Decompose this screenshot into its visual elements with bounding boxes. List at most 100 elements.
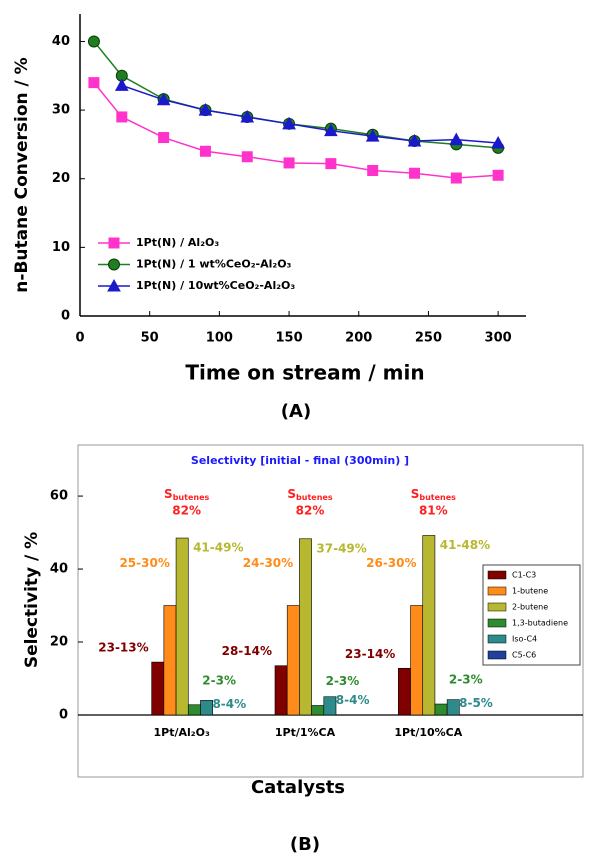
range-label: 23-13% bbox=[98, 641, 148, 655]
data-point bbox=[491, 135, 505, 149]
data-point bbox=[88, 77, 100, 89]
data-point bbox=[365, 129, 380, 142]
range-label: 8-5% bbox=[459, 696, 493, 710]
data-point bbox=[492, 169, 504, 181]
data-point bbox=[87, 35, 100, 48]
legend-label: Iso-C4 bbox=[512, 635, 537, 644]
x-tick-label: 1Pt/10%CA bbox=[394, 726, 462, 739]
annotation-subscript: butenes bbox=[173, 493, 210, 502]
legend-label: 1Pt(N) / Al₂O₃ bbox=[136, 236, 219, 249]
annotation-value: 82% bbox=[172, 504, 201, 518]
data-point bbox=[241, 151, 253, 163]
y-tick-label: 40 bbox=[52, 34, 70, 49]
data-point bbox=[283, 157, 295, 169]
annotation-symbol: S bbox=[411, 487, 420, 501]
legend-label: 1Pt(N) / 1 wt%CeO₂-Al₂O₃ bbox=[136, 258, 292, 271]
data-point bbox=[198, 103, 213, 116]
legend-marker bbox=[108, 237, 120, 249]
x-tick-label: 150 bbox=[275, 331, 302, 346]
legend-marker bbox=[107, 278, 121, 292]
bar bbox=[175, 537, 189, 716]
data-point bbox=[199, 145, 211, 157]
data-point bbox=[407, 133, 422, 147]
x-tick-label: 0 bbox=[75, 331, 84, 346]
y-tick-label: 40 bbox=[50, 562, 68, 577]
chart-title: Selectivity [initial - final (300min) ] bbox=[191, 454, 409, 467]
range-label: 41-49% bbox=[193, 541, 243, 555]
bar bbox=[311, 705, 325, 716]
range-label: 41-48% bbox=[440, 538, 490, 552]
range-label: 2-3% bbox=[202, 673, 236, 687]
legend-swatch bbox=[487, 618, 507, 628]
data-point bbox=[324, 123, 338, 137]
y-tick-label: 0 bbox=[61, 309, 70, 324]
x-tick-label: 300 bbox=[485, 331, 512, 346]
bar bbox=[323, 696, 337, 716]
bar bbox=[410, 605, 424, 716]
legend-marker bbox=[108, 258, 120, 271]
y-tick-label: 0 bbox=[59, 707, 68, 722]
plot-frame bbox=[77, 444, 584, 778]
range-label: 2-3% bbox=[449, 673, 483, 687]
y-axis-label: n-Butane Conversion / % bbox=[12, 57, 32, 292]
data-point bbox=[156, 92, 171, 106]
legend-swatch bbox=[487, 650, 507, 660]
legend-label: 1,3-butadiene bbox=[512, 619, 568, 628]
x-tick-label: 1Pt/Al₂O₃ bbox=[154, 726, 210, 739]
bar bbox=[151, 661, 165, 716]
x-tick-label: 200 bbox=[345, 331, 372, 346]
x-tick-label: 50 bbox=[141, 331, 159, 346]
data-point bbox=[450, 172, 462, 184]
range-label: 28-14% bbox=[222, 644, 272, 658]
data-point bbox=[158, 132, 170, 144]
y-tick-label: 30 bbox=[52, 103, 70, 118]
x-axis-label: Time on stream / min bbox=[185, 361, 424, 385]
annotation: Sbutenes bbox=[164, 487, 209, 502]
data-point bbox=[449, 132, 464, 146]
data-point bbox=[116, 111, 128, 123]
annotation-subscript: butenes bbox=[296, 493, 333, 502]
legend-swatch bbox=[487, 602, 507, 612]
bar bbox=[163, 605, 177, 716]
range-label: 24-30% bbox=[243, 556, 293, 570]
x-tick-label: 100 bbox=[206, 331, 233, 346]
bar bbox=[200, 700, 213, 716]
bar bbox=[274, 665, 288, 716]
x-tick-label: 250 bbox=[415, 331, 442, 346]
annotation-subscript: butenes bbox=[419, 493, 456, 502]
annotation: Sbutenes bbox=[287, 487, 332, 502]
caption: (B) bbox=[290, 834, 320, 855]
series-line bbox=[93, 40, 499, 149]
bar bbox=[434, 703, 448, 716]
legend-box bbox=[482, 564, 581, 666]
legend-label: 1-butene bbox=[512, 587, 548, 596]
caption: (A) bbox=[281, 401, 311, 422]
legend-label: C1-C3 bbox=[512, 571, 536, 580]
y-axis-label: Selectivity / % bbox=[22, 532, 42, 668]
range-label: 37-49% bbox=[316, 541, 366, 555]
legend-label: C5-C6 bbox=[512, 651, 536, 660]
range-label: 23-14% bbox=[345, 647, 395, 661]
range-label: 26-30% bbox=[366, 556, 416, 570]
annotation: Sbutenes bbox=[411, 487, 456, 502]
annotation-value: 81% bbox=[419, 504, 448, 518]
legend-swatch bbox=[487, 634, 507, 644]
range-label: 8-4% bbox=[336, 693, 370, 707]
bar bbox=[299, 538, 312, 716]
data-point bbox=[409, 167, 420, 179]
legend-swatch bbox=[487, 570, 507, 580]
series-line bbox=[121, 84, 499, 144]
annotation-symbol: S bbox=[164, 487, 173, 501]
range-label: 2-3% bbox=[326, 674, 360, 688]
bar bbox=[286, 605, 300, 716]
annotation-value: 82% bbox=[296, 504, 325, 518]
x-tick-label: 1Pt/1%CA bbox=[275, 726, 336, 739]
bar bbox=[187, 704, 201, 716]
y-tick-label: 60 bbox=[50, 489, 68, 504]
legend-swatch bbox=[487, 586, 507, 596]
y-tick-label: 20 bbox=[52, 171, 70, 186]
range-label: 25-30% bbox=[119, 556, 169, 570]
bar bbox=[422, 535, 436, 716]
legend-label: 2-butene bbox=[512, 603, 548, 612]
